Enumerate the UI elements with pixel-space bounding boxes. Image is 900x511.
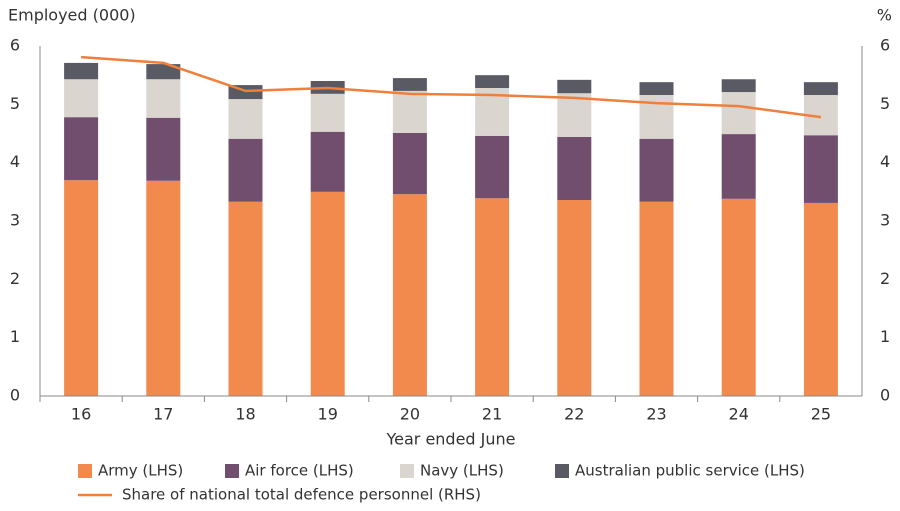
bar-segment	[392, 90, 427, 133]
x-tick-label: 17	[153, 405, 173, 424]
bar-segment	[475, 198, 510, 396]
bar-segment	[721, 92, 756, 135]
bar-segment	[228, 99, 263, 139]
bar-segment	[721, 198, 756, 396]
y-axis-label: Employed (000)	[8, 6, 136, 25]
bar-segment	[64, 180, 99, 396]
x-tick-label: 18	[235, 405, 255, 424]
legend-swatch	[78, 464, 92, 478]
bar-segment	[146, 117, 181, 181]
bar-segment	[64, 62, 99, 80]
bar-segment	[721, 79, 756, 93]
x-tick-label: 23	[646, 405, 666, 424]
bar-segment	[803, 135, 838, 203]
bar-segment	[146, 64, 181, 80]
bar-segment	[557, 200, 592, 396]
y2-axis-label: %	[877, 6, 892, 25]
y-tick-label: 6	[10, 36, 20, 55]
bar-segment	[146, 79, 181, 118]
x-tick-label: 22	[564, 405, 584, 424]
y-tick-label: 0	[10, 386, 20, 405]
bar-segment	[475, 135, 510, 199]
bar-segment	[310, 93, 345, 132]
y-tick-label: 2	[10, 269, 20, 288]
legend-swatch	[555, 464, 569, 478]
bar-segment	[310, 131, 345, 192]
y2-tick-label: 2	[880, 269, 890, 288]
legend-label: Australian public service (LHS)	[575, 462, 805, 480]
y2-tick-label: 1	[880, 327, 890, 346]
bar-segment	[557, 137, 592, 200]
y-tick-label: 1	[10, 327, 20, 346]
bar-segment	[721, 134, 756, 199]
bar-segment	[803, 82, 838, 95]
bar-segment	[557, 79, 592, 94]
x-tick-label: 16	[71, 405, 91, 424]
bar-segment	[392, 132, 427, 195]
x-tick-label: 25	[811, 405, 831, 424]
y-tick-label: 5	[10, 94, 20, 113]
y-tick-label: 4	[10, 152, 20, 171]
bar-segment	[803, 202, 838, 396]
legend-swatch	[400, 464, 414, 478]
legend-label: Air force (LHS)	[245, 462, 354, 480]
bar-segment	[392, 194, 427, 396]
bar-segment	[64, 117, 99, 181]
bar-segment	[228, 201, 263, 396]
bar-segment	[557, 93, 592, 137]
legend-label: Share of national total defence personne…	[122, 486, 481, 504]
line	[81, 55, 822, 119]
x-tick-label: 21	[482, 405, 502, 424]
x-tick-label: 24	[729, 405, 749, 424]
legend-swatch	[225, 464, 239, 478]
bar-segment	[228, 138, 263, 202]
bar-segment	[64, 79, 99, 118]
bar-segment	[310, 191, 345, 396]
bar-segment	[146, 180, 181, 396]
y2-tick-label: 5	[880, 94, 890, 113]
x-tick-label: 20	[400, 405, 420, 424]
bar-segment	[639, 82, 674, 95]
y2-tick-label: 4	[880, 152, 890, 171]
y2-tick-label: 3	[880, 211, 890, 230]
legend-label: Army (LHS)	[98, 462, 183, 480]
x-axis-label: Year ended June	[385, 430, 515, 449]
y2-tick-label: 6	[880, 36, 890, 55]
bar-segment	[392, 78, 427, 91]
y2-tick-label: 0	[880, 386, 890, 405]
y-tick-label: 3	[10, 211, 20, 230]
bar-segment	[639, 138, 674, 202]
bar-segment	[639, 201, 674, 396]
bar-segment	[475, 75, 510, 88]
x-tick-label: 19	[318, 405, 338, 424]
legend-label: Navy (LHS)	[420, 462, 504, 480]
